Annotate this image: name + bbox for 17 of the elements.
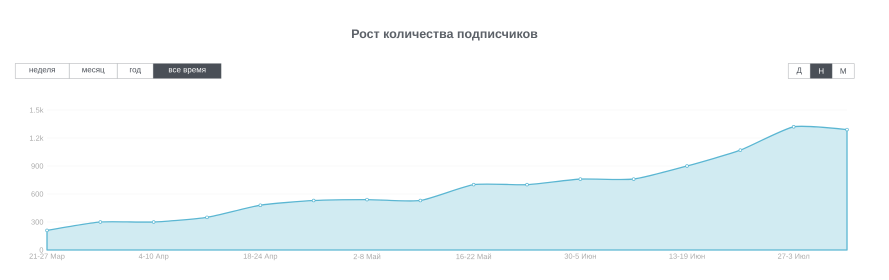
chart-title: Рост количества подписчиков — [352, 29, 538, 41]
point — [152, 220, 156, 224]
point — [472, 182, 476, 186]
point — [418, 198, 422, 202]
point — [685, 164, 689, 168]
point — [205, 216, 209, 220]
point — [632, 177, 636, 181]
point — [45, 228, 49, 232]
point — [738, 148, 742, 152]
point — [98, 220, 102, 224]
point — [792, 125, 796, 129]
point — [525, 182, 529, 186]
point — [258, 203, 262, 207]
point — [312, 198, 316, 202]
point — [365, 198, 369, 202]
point — [845, 128, 849, 132]
point — [578, 177, 582, 181]
